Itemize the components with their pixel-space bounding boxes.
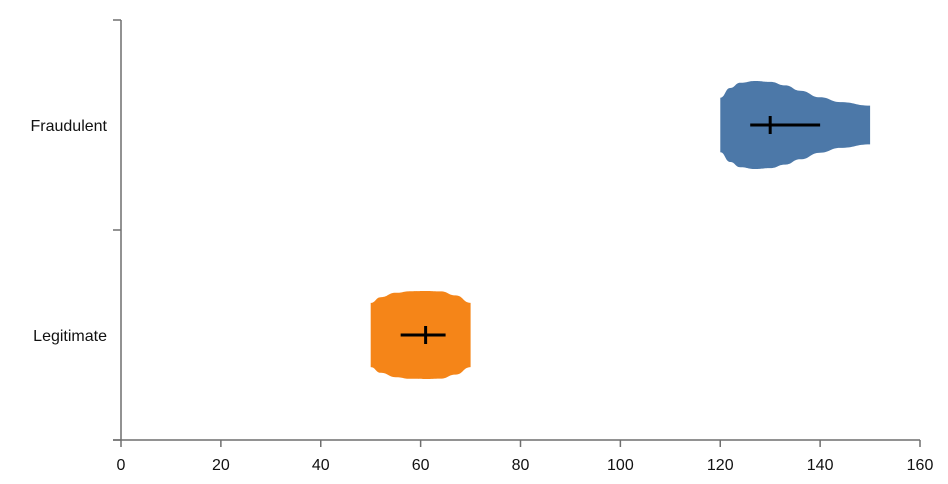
y-axis: Fraudulent Legitimate [31, 19, 122, 441]
x-tick-label: 80 [512, 457, 530, 474]
x-tick-label: 0 [117, 457, 126, 474]
x-tick-label: 120 [707, 457, 734, 474]
x-tick-label: 40 [312, 457, 330, 474]
x-tick-label: 160 [907, 457, 934, 474]
y-tick-label-fraudulent: Fraudulent [31, 118, 108, 135]
x-tick-label: 20 [212, 457, 230, 474]
x-tick-label: 100 [607, 457, 634, 474]
x-tick-label: 140 [807, 457, 834, 474]
x-tick-label: 60 [412, 457, 430, 474]
y-tick-label-legitimate: Legitimate [33, 328, 107, 345]
plot-area [370, 81, 871, 379]
x-axis: 0 20 40 60 80 100 120 140 160 [113, 439, 934, 474]
